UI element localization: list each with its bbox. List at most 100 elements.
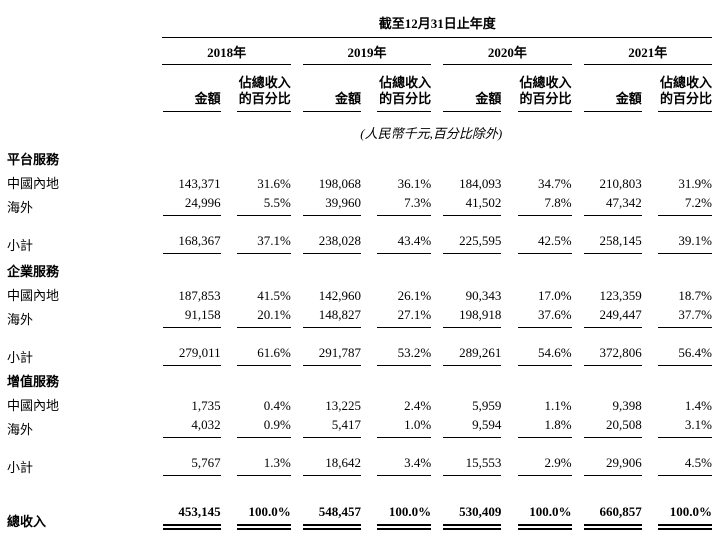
percentage-cell: 5.5% [236,195,291,216]
table-row: 中國內地 143,371 31.6% 198,068 36.1% 184,093… [2,168,712,192]
amount-cell: 168,367 [162,233,221,254]
amount-cell: 123,359 [599,287,642,303]
percentage-cell: 61.6% [236,345,291,366]
row-label: 小計 [7,237,34,253]
total-row: 總收入 453,145 100.0% 548,457 100.0% 530,40… [2,496,712,530]
row-label: 海外 [7,311,34,327]
section-header-row: 增值服務 [2,366,712,390]
amount-cell: 548,457 [302,504,361,530]
amount-cell: 279,011 [162,345,221,366]
percentage-cell: 7.2% [658,195,712,216]
percentage-cell: 27.1% [377,307,432,328]
percentage-cell: 20.1% [236,307,291,328]
percentage-cell: 37.7% [658,307,712,328]
amount-cell: 210,803 [599,175,642,191]
percentage-cell: 31.9% [678,175,712,191]
amount-cell: 41,502 [443,195,502,216]
amount-column-header: 金額 [583,91,642,112]
amount-cell: 1,735 [191,397,221,413]
percentage-cell: 42.5% [517,233,572,254]
amount-cell: 5,767 [162,455,221,476]
amount-cell: 372,806 [583,345,642,366]
period-title: 截至12月31日止年度 [162,16,712,38]
percentage-cell: 26.1% [397,287,432,303]
percentage-cell: 1.0% [377,417,432,438]
amount-cell: 289,261 [443,345,502,366]
row-label: 中國內地 [7,175,60,191]
amount-cell: 148,827 [302,307,361,328]
year-header-2021: 2021年 [583,39,712,65]
percentage-cell: 4.5% [658,455,712,476]
percentage-cell: 7.3% [377,195,432,216]
amount-cell: 39,960 [302,195,361,216]
amount-cell: 291,787 [302,345,361,366]
amount-cell: 238,028 [302,233,361,254]
amount-cell: 24,996 [162,195,221,216]
percentage-cell: 43.4% [377,233,432,254]
percentage-cell: 34.7% [537,175,572,191]
percentage-cell: 1.1% [544,397,572,413]
amount-cell: 249,447 [583,307,642,328]
percentage-cell: 2.9% [517,455,572,476]
amount-cell: 198,068 [318,175,361,191]
amount-cell: 90,343 [465,287,502,303]
amount-cell: 5,959 [472,397,502,413]
currency-unit-note: (人民幣千元,百分比除外) [360,125,503,141]
unit-note-row: (人民幣千元,百分比除外) [2,112,712,142]
percentage-cell: 2.4% [404,397,432,413]
table-row: 中國內地 1,735 0.4% 13,225 2.4% 5,959 1.1% 9… [2,390,712,414]
amount-cell: 18,642 [302,455,361,476]
row-label: 小計 [7,459,34,475]
percentage-cell: 18.7% [678,287,712,303]
row-label: 海外 [7,421,34,437]
percentage-cell: 56.4% [658,345,712,366]
percentage-cell: 1.8% [517,417,572,438]
row-label: 總收入 [7,513,47,529]
row-label: 海外 [7,199,34,215]
amount-cell: 225,595 [443,233,502,254]
percentage-cell: 41.5% [257,287,291,303]
amount-cell: 9,398 [612,397,642,413]
subtotal-row: 小計 168,367 37.1% 238,028 43.4% 225,595 4… [2,228,712,254]
percentage-cell: 37.6% [517,307,572,328]
percentage-cell: 100.0% [517,504,572,530]
amount-column-header: 金額 [443,91,502,112]
percentage-cell: 54.6% [517,345,572,366]
column-header-row: 金額 佔總收入 的百分比 金額 佔總收入 的百分比 金額 佔總收入 的百分比 金額 佔… [2,65,712,112]
section-header-row: 企業服務 [2,254,712,280]
percentage-cell: 3.4% [377,455,432,476]
amount-cell: 91,158 [162,307,221,328]
percentage-column-header: 佔總收入 的百分比 [658,75,712,112]
table-row: 海外 4,032 0.9% 5,417 1.0% 9,594 1.8% 20,5… [2,414,712,438]
year-header-row: 2018年 2019年 2020年 2021年 [2,38,712,65]
amount-column-header: 金額 [162,91,221,112]
percentage-cell: 100.0% [658,504,712,530]
table-row: 中國內地 187,853 41.5% 142,960 26.1% 90,343 … [2,280,712,304]
year-header-2019: 2019年 [302,39,432,65]
section-header: 企業服務 [7,263,60,279]
amount-cell: 198,918 [443,307,502,328]
table-row: 海外 24,996 5.5% 39,960 7.3% 41,502 7.8% 4… [2,192,712,216]
period-title-row: 截至12月31日止年度 [2,6,712,38]
percentage-cell: 100.0% [236,504,291,530]
percentage-cell: 37.1% [236,233,291,254]
section-header: 平台服務 [7,151,60,167]
amount-cell: 29,906 [583,455,642,476]
section-header-row: 平台服務 [2,142,712,168]
amount-cell: 184,093 [459,175,502,191]
amount-cell: 9,594 [443,417,502,438]
percentage-cell: 39.1% [658,233,712,254]
table-row: 海外 91,158 20.1% 148,827 27.1% 198,918 37… [2,304,712,328]
subtotal-row: 小計 279,011 61.6% 291,787 53.2% 289,261 5… [2,340,712,366]
amount-cell: 530,409 [443,504,502,530]
amount-cell: 47,342 [583,195,642,216]
row-label: 中國內地 [7,397,60,413]
year-header-2020: 2020年 [443,39,572,65]
percentage-cell: 1.4% [684,397,712,413]
amount-cell: 15,553 [443,455,502,476]
percentage-cell: 3.1% [658,417,712,438]
amount-cell: 142,960 [318,287,361,303]
amount-cell: 660,857 [583,504,642,530]
amount-cell: 4,032 [162,417,221,438]
amount-column-header: 金額 [302,91,361,112]
